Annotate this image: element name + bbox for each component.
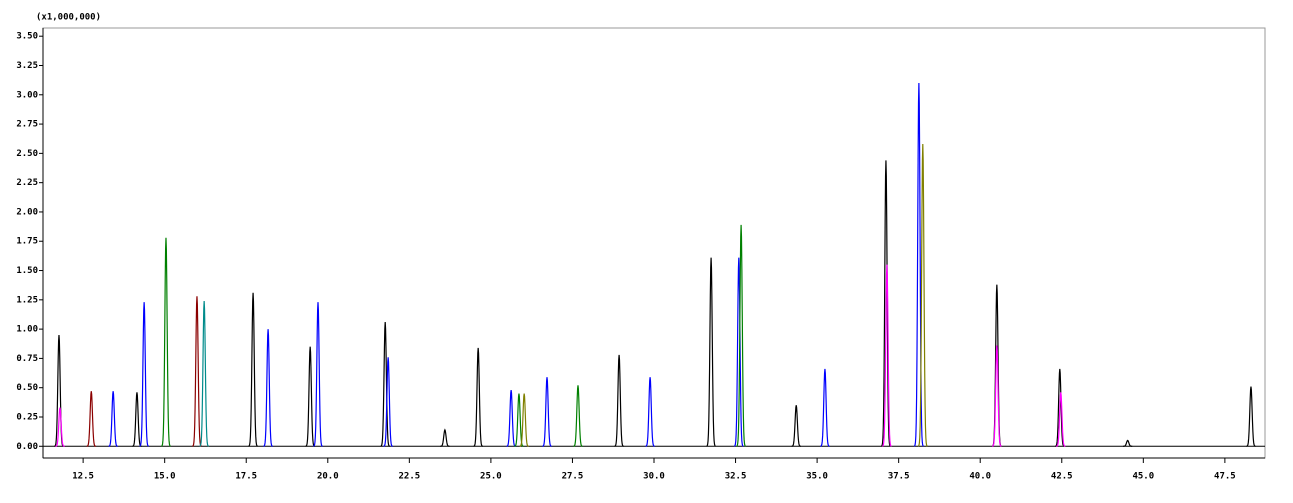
x-tick-label: 45.0 [1132, 472, 1154, 482]
peak [380, 322, 390, 447]
peak [506, 389, 516, 447]
y-tick-label: 3.50 [16, 32, 38, 42]
y-tick-label: 0.25 [16, 412, 38, 422]
peak [881, 160, 891, 447]
peak [305, 346, 315, 447]
peak [734, 257, 744, 447]
peak [248, 292, 258, 447]
x-tick-label: 35.0 [806, 472, 828, 482]
y-multiplier: (x1,000,000) [36, 13, 101, 23]
peak [573, 385, 583, 447]
y-tick-label: 1.25 [16, 295, 38, 305]
peak [791, 405, 801, 447]
peak [86, 391, 96, 447]
peak [1055, 368, 1065, 447]
x-tick-label: 12.5 [72, 472, 94, 482]
y-tick-label: 0.75 [16, 354, 38, 364]
peak [992, 284, 1002, 447]
x-tick-label: 25.0 [480, 472, 502, 482]
peak [645, 377, 655, 447]
peak [992, 345, 1002, 447]
x-tick-label: 30.0 [643, 472, 665, 482]
peak [736, 224, 746, 447]
peak [1123, 439, 1133, 447]
x-tick-label: 37.5 [888, 472, 910, 482]
peak [882, 264, 892, 447]
x-tick-label: 47.5 [1214, 472, 1236, 482]
y-tick-label: 2.75 [16, 120, 38, 130]
peak [614, 354, 624, 447]
peak [913, 83, 924, 447]
y-tick-label: 2.25 [16, 178, 38, 188]
y-tick-label: 2.50 [16, 149, 38, 159]
peak [139, 302, 149, 447]
plot-frame [42, 27, 1266, 459]
peak [519, 393, 529, 447]
y-tick-label: 1.00 [16, 325, 38, 335]
peak [263, 329, 273, 447]
peak [199, 300, 209, 447]
y-tick-label: 3.00 [16, 90, 38, 100]
x-tick-label: 32.5 [725, 472, 747, 482]
x-tick-label: 20.0 [317, 472, 339, 482]
peak [108, 391, 118, 447]
y-tick-label: 1.75 [16, 237, 38, 247]
peak [706, 257, 716, 447]
peak [55, 407, 65, 447]
peak [161, 237, 171, 447]
peak [514, 393, 524, 447]
x-tick-label: 17.5 [235, 472, 257, 482]
x-tick-label: 40.0 [969, 472, 991, 482]
peak [313, 302, 323, 447]
peak [192, 296, 202, 447]
peak [1056, 392, 1066, 447]
y-tick-label: 1.50 [16, 266, 38, 276]
peak [542, 377, 552, 447]
peak [1246, 386, 1256, 447]
peak [132, 392, 142, 447]
peak [820, 368, 830, 447]
peak [473, 347, 483, 447]
y-tick-label: 0.00 [16, 442, 38, 452]
peak [917, 143, 928, 447]
x-tick-label: 27.5 [562, 472, 584, 482]
x-tick-label: 22.5 [398, 472, 420, 482]
x-tick-label: 42.5 [1051, 472, 1073, 482]
peak [383, 357, 393, 447]
x-tick-label: 15.0 [154, 472, 176, 482]
y-tick-label: 3.25 [16, 61, 38, 71]
peak [440, 428, 450, 447]
y-tick-label: 2.00 [16, 207, 38, 217]
y-tick-label: 0.50 [16, 383, 38, 393]
